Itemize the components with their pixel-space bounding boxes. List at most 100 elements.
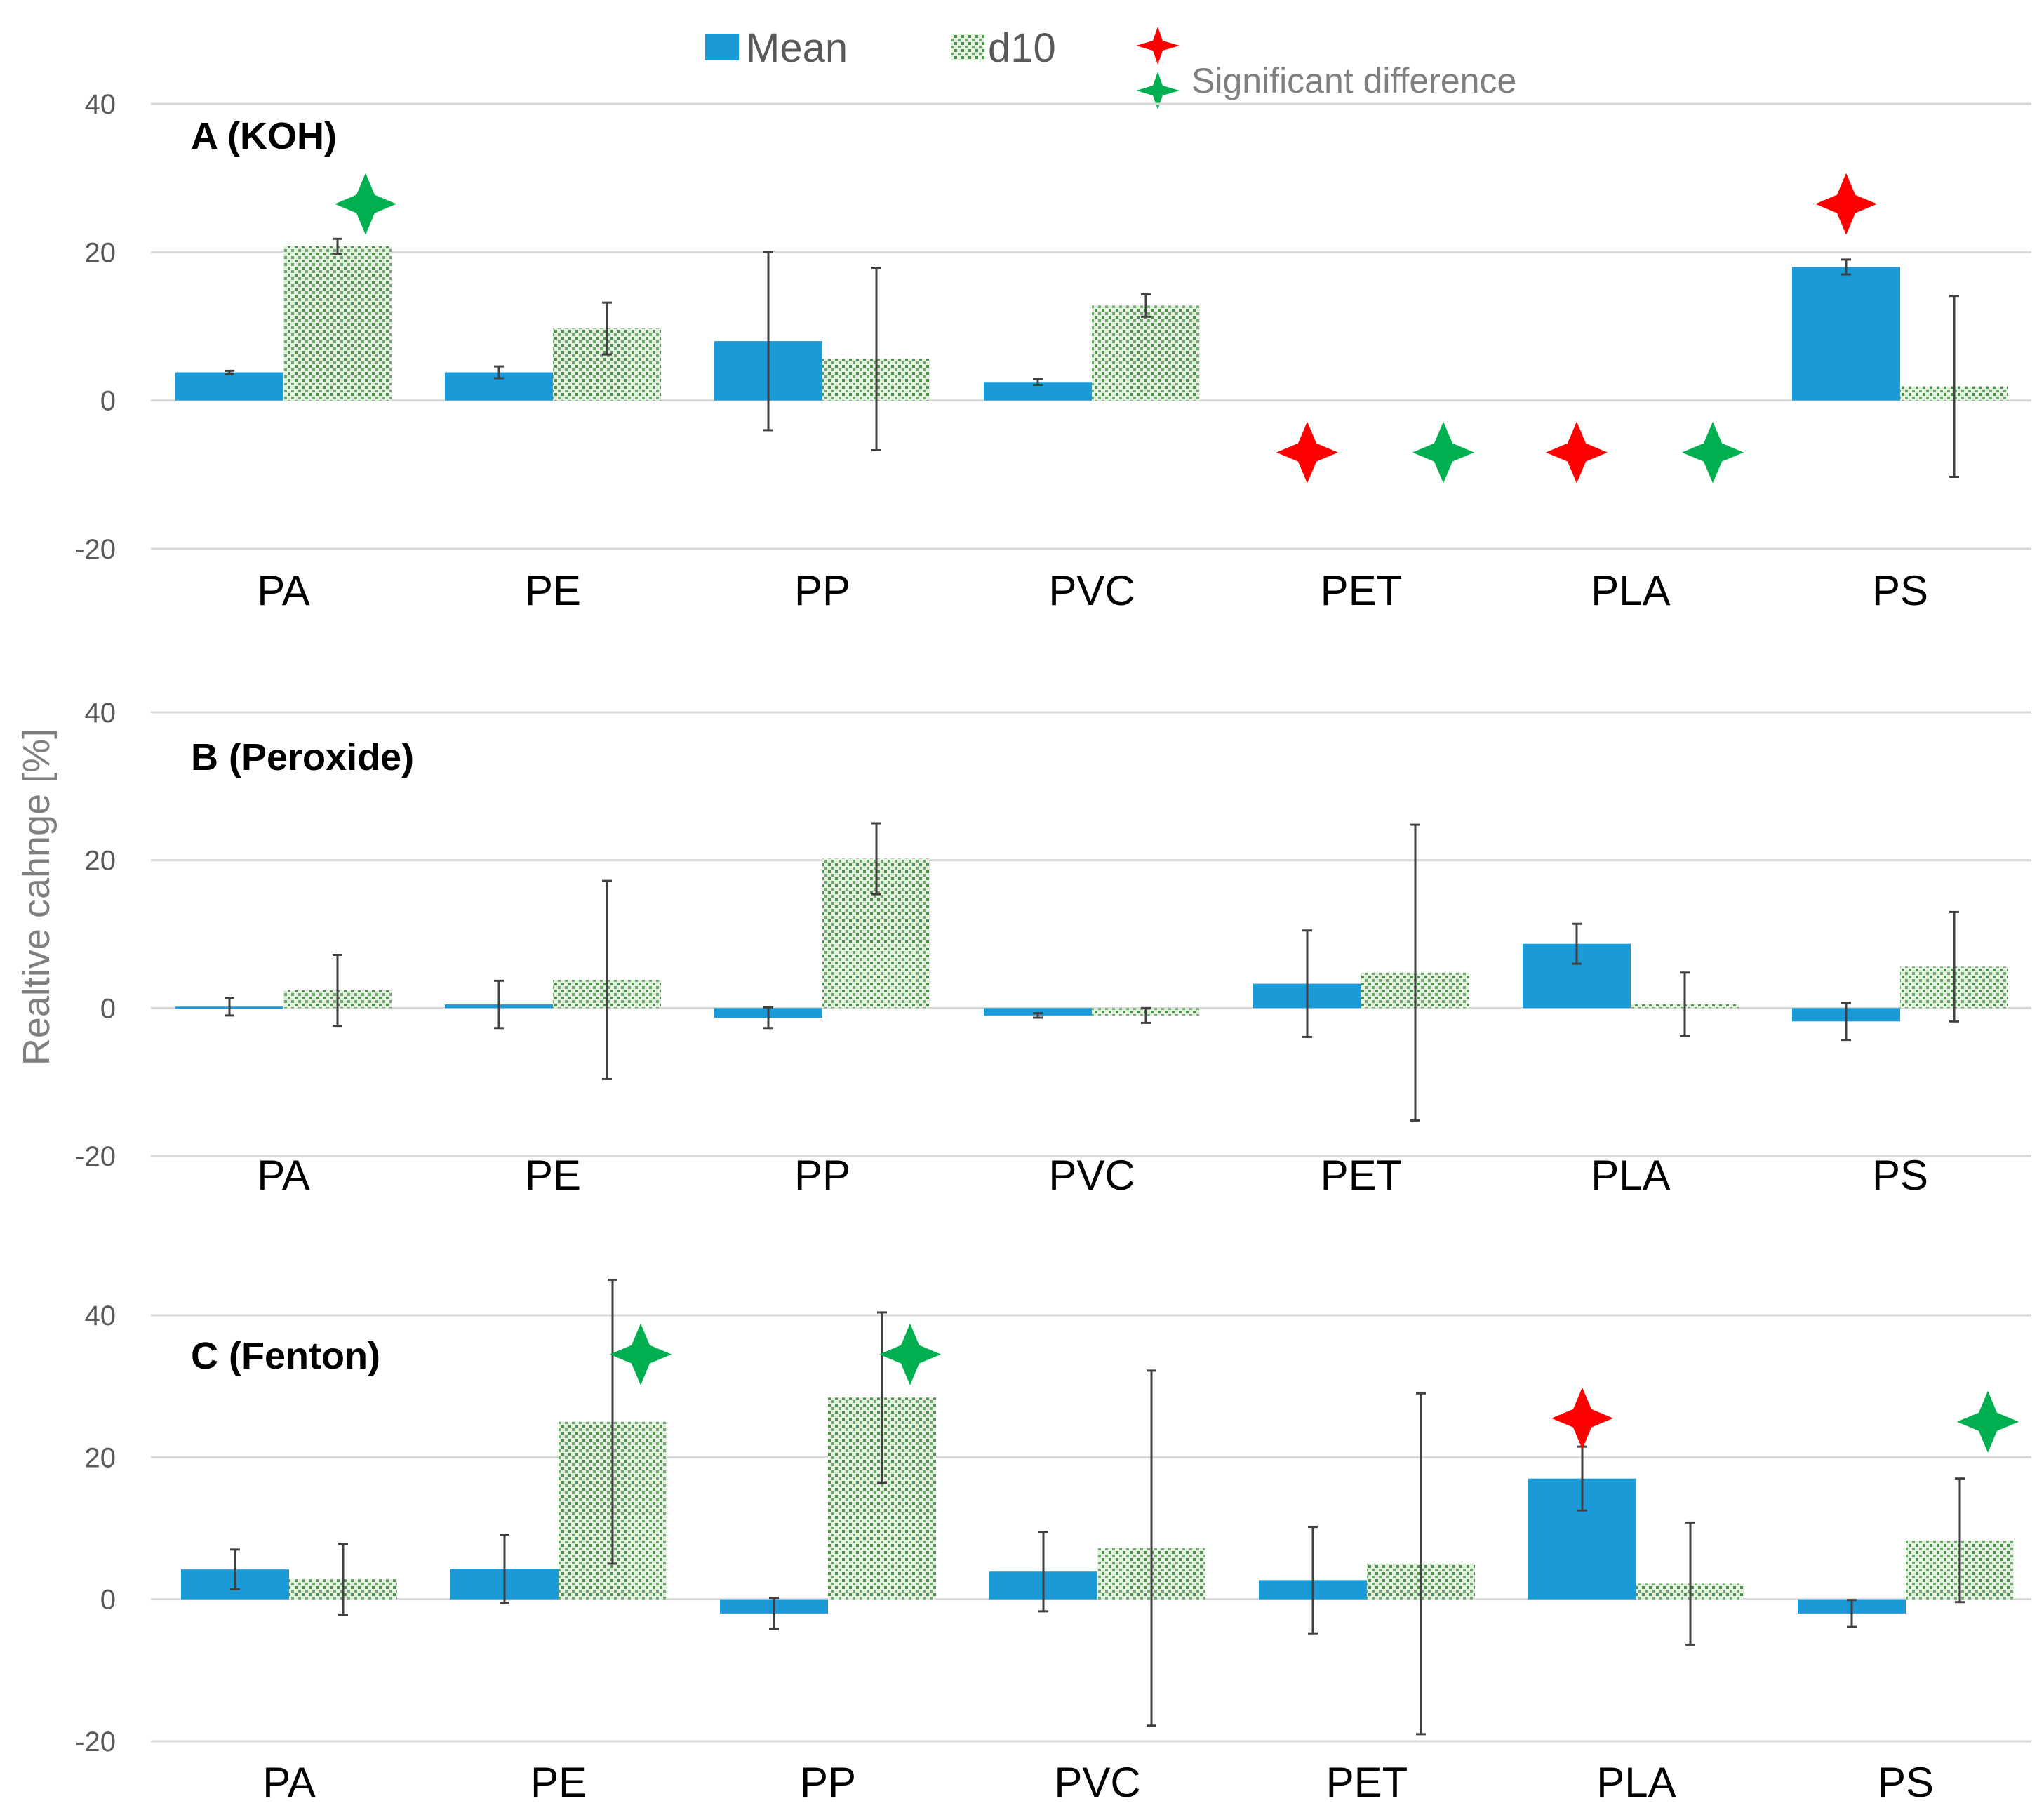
- error-bar: [608, 1278, 617, 1565]
- significance-star-icon: [1682, 421, 1744, 484]
- error-bar: [1033, 1012, 1043, 1019]
- x-tick-label: PET: [1326, 1759, 1408, 1806]
- error-bar: [333, 237, 342, 255]
- y-tick-label: 40: [85, 89, 116, 120]
- x-tick-label: PE: [525, 1152, 581, 1199]
- error-bar: [1572, 922, 1582, 965]
- error-bar: [225, 997, 234, 1017]
- error-bar: [1033, 378, 1043, 386]
- legend-significance-label: Significant difference: [1191, 61, 1516, 100]
- panel-title: A (KOH): [191, 115, 337, 157]
- significance-star-icon: [1815, 173, 1877, 235]
- x-tick-label: PLA: [1596, 1759, 1676, 1806]
- error-bar: [1147, 1369, 1156, 1727]
- error-bar: [333, 953, 342, 1028]
- significance-star-icon: [1957, 1390, 2019, 1453]
- panel-3: -20 0 20 40 C (Fenton) PA PE PP PVC PET PLA PS: [75, 1278, 2031, 1806]
- error-bar: [1949, 295, 1959, 479]
- error-bar: [1416, 1392, 1426, 1736]
- panel-title: B (Peroxide): [191, 736, 414, 778]
- significance-star-icon: [879, 1323, 941, 1385]
- error-bar: [338, 1543, 348, 1616]
- error-bar: [763, 1006, 773, 1030]
- y-tick-label: 40: [85, 1301, 116, 1331]
- legend-significance-star-red-icon: [1136, 27, 1180, 65]
- y-tick-label: -20: [75, 1727, 116, 1757]
- significance-star-icon: [335, 173, 396, 235]
- x-tick-label: PVC: [1054, 1759, 1140, 1806]
- x-tick-label: PA: [262, 1759, 316, 1806]
- error-bar: [1410, 823, 1420, 1122]
- y-tick-label: 0: [100, 1585, 116, 1616]
- significance-star-icon: [1412, 421, 1474, 484]
- panel-2: -20 0 20 40 B (Peroxide) PA PE PP PVC PET PLA PS: [75, 698, 2031, 1199]
- x-tick-label: PS: [1872, 1152, 1928, 1199]
- error-bar: [871, 822, 881, 896]
- error-bar: [1841, 1002, 1851, 1042]
- significance-star-icon: [1276, 421, 1338, 484]
- error-bar: [1302, 929, 1312, 1038]
- error-bar: [1038, 1531, 1048, 1613]
- error-bar: [1841, 258, 1851, 276]
- bar-mean-pa: [175, 372, 283, 401]
- x-tick-label: PET: [1321, 1152, 1403, 1199]
- significance-star-icon: [1546, 421, 1608, 484]
- significance-star-icon: [1551, 1387, 1613, 1449]
- error-bar: [1141, 293, 1151, 318]
- error-bar: [494, 365, 504, 380]
- error-bar: [763, 251, 773, 432]
- error-bar: [230, 1548, 240, 1591]
- y-tick-label: 20: [85, 846, 116, 877]
- error-bar: [494, 979, 504, 1030]
- error-bar: [1685, 1521, 1695, 1646]
- legend-label-d10: d10: [988, 25, 1056, 71]
- legend-label-mean: Mean: [746, 25, 848, 71]
- y-tick-label: -20: [75, 534, 116, 565]
- legend-significance-star-green-icon: [1136, 72, 1180, 109]
- error-bar: [1955, 1477, 1965, 1604]
- error-bar: [871, 267, 881, 451]
- x-tick-label: PS: [1872, 567, 1928, 614]
- error-bar: [1949, 910, 1959, 1023]
- panel-title: C (Fenton): [191, 1335, 380, 1377]
- x-tick-label: PA: [257, 567, 310, 614]
- x-tick-label: PE: [525, 567, 581, 614]
- error-bar: [500, 1534, 509, 1604]
- y-tick-label: 20: [85, 1442, 116, 1473]
- error-bar: [1847, 1599, 1857, 1628]
- legend-swatch-mean: [705, 34, 739, 60]
- x-tick-label: PA: [257, 1152, 310, 1199]
- error-bar: [225, 369, 234, 375]
- x-tick-label: PS: [1878, 1759, 1934, 1806]
- x-tick-label: PVC: [1048, 567, 1135, 614]
- x-tick-label: PLA: [1591, 1152, 1670, 1199]
- y-tick-label: 20: [85, 237, 116, 268]
- legend-swatch-d10: [951, 34, 984, 60]
- y-tick-label: 40: [85, 698, 116, 729]
- error-bar: [877, 1311, 887, 1484]
- error-bar: [602, 301, 612, 356]
- error-bar: [1141, 1006, 1151, 1024]
- error-bar: [602, 879, 612, 1080]
- y-tick-label: -20: [75, 1141, 116, 1172]
- legend: Mean d10 Significant difference: [705, 25, 1516, 109]
- x-tick-label: PP: [794, 567, 850, 614]
- bar-d10-pa: [283, 246, 392, 401]
- x-tick-label: PE: [530, 1759, 587, 1806]
- error-bar: [1680, 971, 1690, 1037]
- y-axis-label: Realtive cahnge [%]: [15, 729, 58, 1065]
- bar-d10-pvc: [1092, 305, 1200, 401]
- y-tick-label: 0: [100, 993, 116, 1024]
- x-tick-label: PET: [1321, 567, 1403, 614]
- x-tick-label: PVC: [1048, 1152, 1135, 1199]
- error-bar: [769, 1597, 779, 1630]
- significance-star-icon: [610, 1323, 672, 1385]
- error-bar: [1308, 1525, 1318, 1635]
- x-tick-label: PP: [800, 1759, 856, 1806]
- bar-mean-ps: [1792, 267, 1900, 401]
- panel-1: -20 0 20 40 A (KOH) PA PE PP PVC PET PLA PS: [75, 89, 2031, 614]
- x-tick-label: PLA: [1591, 567, 1670, 614]
- x-tick-label: PP: [794, 1152, 850, 1199]
- y-tick-label: 0: [100, 386, 116, 417]
